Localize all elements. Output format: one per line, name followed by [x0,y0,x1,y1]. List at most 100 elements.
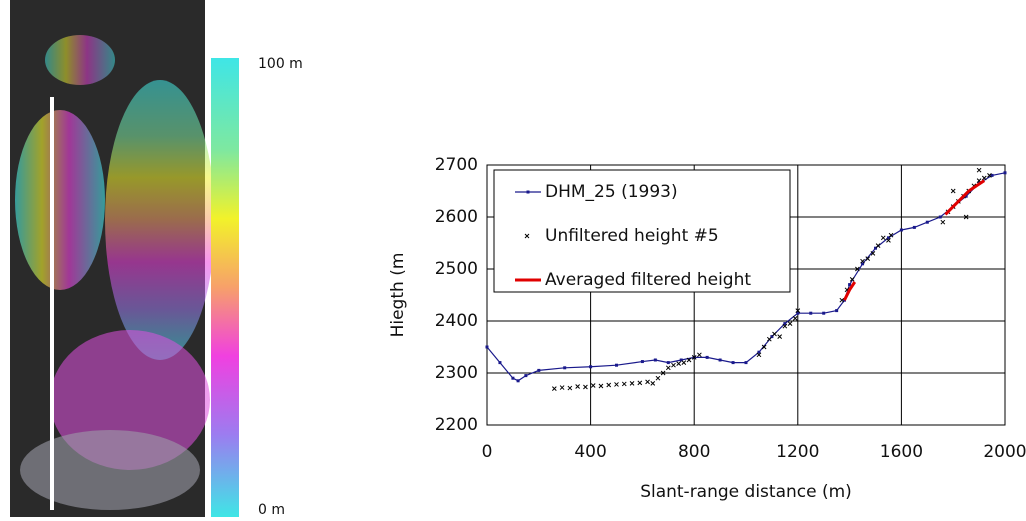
marker [485,345,489,349]
marker [563,366,567,370]
point [849,277,855,282]
marker [822,311,826,315]
y-tick-label: 2500 [435,259,478,279]
marker [653,358,657,362]
point [976,167,982,173]
marker [498,361,502,365]
y-tick-label: 2200 [435,415,478,435]
point [886,238,891,243]
point [888,232,894,238]
point [590,383,596,388]
marker [848,283,852,287]
interferogram [10,0,215,517]
marker [744,361,748,365]
point [697,352,702,358]
point [782,323,788,329]
marker [705,355,709,359]
marker [809,311,813,315]
marker [835,309,839,313]
marker [964,194,968,198]
marker [757,350,761,354]
marker [938,215,942,219]
marker [640,360,644,364]
point [756,352,762,358]
legend-swatch [524,233,530,239]
point [655,375,661,381]
marker [796,311,800,315]
colorbar-max: 100 m [258,56,303,72]
point [665,365,671,371]
point [559,385,565,390]
marker [770,335,774,339]
x-tick-label: 2000 [983,442,1026,462]
marker [912,225,916,229]
y-tick-label: 2400 [435,311,478,331]
x-tick-label: 800 [678,442,710,462]
marker [511,376,515,380]
colorbar [211,58,239,517]
point [875,243,881,248]
point [691,355,697,360]
legend-label: Unfiltered height #5 [545,226,719,246]
point [681,360,687,365]
marker [886,236,890,240]
point [963,214,969,220]
legend-label: Averaged filtered height [545,270,751,290]
x-tick-label: 0 [482,442,493,462]
point [766,336,772,342]
point [792,316,798,321]
y-tick-label: 2700 [435,155,478,175]
point [950,188,956,194]
marker [718,358,722,362]
marker [783,322,787,326]
point [772,331,777,337]
point [575,384,581,389]
point [795,308,801,313]
legend-box [493,169,791,293]
point [583,384,588,390]
point [551,386,557,391]
point [614,382,619,387]
y-axis-title: Hiegth (m [388,253,408,338]
point [645,379,650,385]
point [676,361,682,366]
point [839,297,845,303]
point [787,321,793,326]
marker [925,220,929,224]
point [987,173,992,178]
x-tick-label: 1200 [776,442,819,462]
marker [524,374,528,378]
marker [537,368,541,372]
point [761,344,767,350]
point [650,381,656,386]
y-tick-label: 2300 [435,363,478,383]
marker [666,361,670,365]
point [637,380,643,386]
marker [679,358,683,362]
x-axis-title: Slant-range distance (m) [640,482,852,502]
point [606,382,612,388]
point [940,219,946,225]
point [860,258,865,264]
point [686,357,692,363]
marker [874,246,877,250]
point [855,266,860,272]
point [981,175,987,181]
point [660,370,666,376]
point [777,334,783,339]
x-tick-label: 1600 [880,442,923,462]
marker [615,363,618,367]
marker [1003,171,1007,175]
point [598,383,604,389]
series-line [843,179,986,301]
marker [589,365,593,369]
marker [516,379,520,383]
marker [990,173,994,177]
point [671,362,676,368]
marker [899,228,903,232]
marker [731,361,735,365]
point [621,381,627,387]
point [865,256,871,261]
colorbar-min: 0 m [258,502,285,517]
